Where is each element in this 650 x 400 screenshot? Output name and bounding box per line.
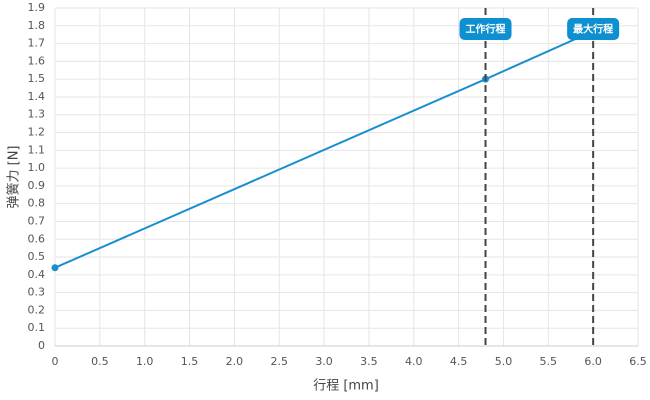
y-tick-label: 0.9	[28, 179, 46, 192]
y-tick-label: 0.3	[28, 286, 46, 299]
y-tick-label: 1.3	[28, 108, 46, 121]
x-tick-label: 4.0	[405, 355, 423, 368]
x-tick-label: 6.5	[629, 355, 647, 368]
x-axis-title: 行程 [mm]	[313, 379, 379, 394]
y-tick-label: 0.2	[28, 303, 46, 316]
y-tick-label: 1.7	[28, 37, 46, 50]
y-tick-label: 0.5	[28, 250, 46, 263]
y-tick-label: 0.6	[28, 232, 46, 245]
x-tick-label: 4.5	[450, 355, 468, 368]
annotation-label: 最大行程	[573, 23, 613, 36]
annotation-box	[567, 18, 620, 40]
x-tick-label: 5.5	[540, 355, 558, 368]
x-tick-label: 0	[52, 355, 59, 368]
x-tick-label: 2.0	[226, 355, 244, 368]
x-tick-label: 0.5	[91, 355, 109, 368]
x-tick-label: 1.0	[136, 355, 154, 368]
y-tick-label: 1.0	[28, 161, 46, 174]
y-tick-label: 0.8	[28, 197, 46, 210]
y-tick-label: 1.1	[28, 143, 46, 156]
point	[51, 264, 59, 272]
x-tick-label: 1.5	[181, 355, 199, 368]
y-tick-label: 1.6	[28, 54, 46, 67]
y-tick-label: 0.7	[28, 214, 46, 227]
y-tick-label: 0.4	[28, 268, 46, 281]
y-tick-label: 0	[38, 339, 45, 352]
y-tick-label: 1.8	[28, 19, 46, 32]
y-tick-label: 1.9	[28, 1, 46, 14]
annotation-label: 工作行程	[466, 23, 506, 36]
x-tick-label: 3.0	[315, 355, 333, 368]
y-tick-label: 0.1	[28, 321, 46, 334]
x-tick-label: 5.0	[495, 355, 513, 368]
annotation-box	[459, 18, 512, 40]
x-tick-label: 2.5	[270, 355, 288, 368]
x-tick-label: 3.5	[360, 355, 378, 368]
y-axis-title: 弹簧力 [N]	[6, 145, 22, 208]
y-tick-label: 1.5	[28, 72, 46, 85]
x-tick-label: 6.0	[584, 355, 602, 368]
y-tick-label: 1.2	[28, 126, 46, 139]
y-tick-label: 1.4	[28, 90, 46, 103]
